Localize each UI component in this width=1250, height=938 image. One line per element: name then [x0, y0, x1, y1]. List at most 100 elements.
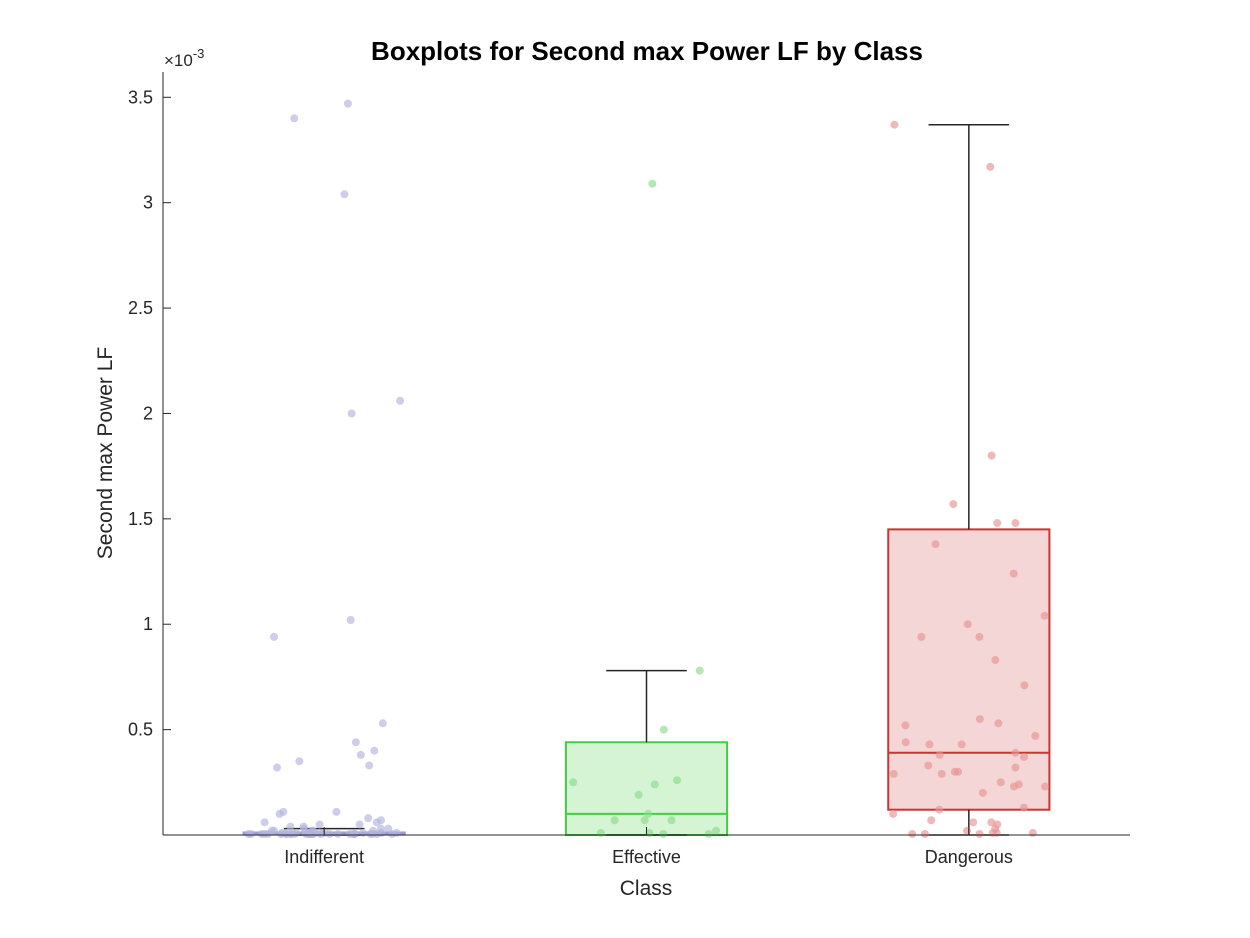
x-tick-label: Effective [612, 847, 681, 867]
data-point [667, 816, 676, 825]
data-point [340, 190, 349, 199]
data-point [1028, 828, 1037, 837]
data-point [343, 99, 352, 108]
data-point [346, 616, 355, 625]
data-point [396, 396, 405, 405]
data-point [1020, 753, 1029, 762]
data-point [975, 715, 984, 724]
y-tick-label: 3 [143, 193, 153, 213]
box-group [564, 179, 729, 838]
y-exponent-power: -3 [193, 46, 205, 61]
data-point [917, 632, 926, 641]
data-point [963, 826, 972, 835]
data-point [366, 830, 375, 838]
box-group [887, 120, 1051, 838]
data-point [640, 816, 649, 825]
data-point [969, 818, 978, 827]
data-point [358, 828, 367, 837]
data-point [373, 829, 382, 838]
data-point [1031, 731, 1040, 740]
data-point [365, 761, 374, 770]
data-point [1009, 782, 1018, 791]
x-ticks: Indifferent Effective Dangerous [284, 827, 1013, 867]
data-point [650, 780, 659, 789]
data-point [890, 120, 899, 129]
data-point [954, 767, 963, 776]
data-point [286, 830, 295, 838]
data-point [1011, 748, 1020, 757]
data-point [634, 790, 643, 799]
box-groups [242, 99, 1051, 838]
data-point [994, 719, 1003, 728]
y-exponent-label: ×10-3 [164, 46, 204, 70]
data-point [257, 829, 266, 838]
data-point [935, 750, 944, 759]
data-point [937, 769, 946, 778]
data-point [648, 179, 657, 188]
data-point [317, 830, 326, 838]
data-point [378, 719, 387, 728]
data-point [659, 725, 668, 734]
data-point [957, 740, 966, 749]
data-point [963, 620, 972, 629]
y-tick-label: 1.5 [128, 509, 153, 529]
data-point [355, 820, 364, 829]
data-point [263, 830, 272, 838]
data-point [996, 778, 1005, 787]
data-point [260, 818, 269, 827]
data-point [889, 769, 898, 778]
data-point [992, 828, 1001, 837]
y-tick-label: 0.5 [128, 720, 153, 740]
data-point [1040, 782, 1049, 791]
data-point [596, 828, 605, 837]
data-point [987, 451, 996, 460]
data-point [931, 540, 940, 549]
chart-title: Boxplots for Second max Power LF by Clas… [371, 36, 923, 66]
data-point [644, 809, 653, 818]
data-point [889, 809, 898, 818]
data-point [333, 829, 342, 838]
data-point [920, 830, 929, 838]
data-point [935, 805, 944, 814]
data-point [924, 761, 933, 770]
data-point [673, 776, 682, 785]
data-point [925, 740, 934, 749]
data-point [901, 721, 910, 730]
data-point [927, 816, 936, 825]
x-axis-label: Class [620, 877, 673, 900]
y-tick-label: 2 [143, 403, 153, 423]
data-point [1040, 611, 1049, 620]
data-point [993, 519, 1002, 528]
y-ticks: 0.5 1 1.5 2 2.5 3 3.5 [128, 87, 171, 740]
data-point [307, 830, 316, 838]
data-point [569, 778, 578, 787]
y-exponent-base: ×10 [164, 51, 193, 70]
data-point [275, 809, 284, 818]
data-point [270, 632, 279, 641]
box-group [242, 99, 406, 838]
data-point [345, 830, 354, 838]
y-tick-label: 2.5 [128, 298, 153, 318]
data-point [1020, 681, 1029, 690]
data-point [975, 632, 984, 641]
box-iqr [887, 528, 1051, 811]
data-point [991, 656, 1000, 665]
data-point [332, 807, 341, 816]
y-tick-label: 1 [143, 614, 153, 634]
data-point [356, 750, 365, 759]
data-point [315, 820, 324, 829]
data-point [986, 162, 995, 171]
data-point [1009, 569, 1018, 578]
data-point [610, 816, 619, 825]
data-point [372, 818, 381, 827]
data-point [901, 738, 910, 747]
data-point [244, 830, 253, 838]
data-point [975, 830, 984, 838]
data-point [712, 826, 721, 835]
data-point [388, 830, 397, 838]
x-tick-label: Dangerous [925, 847, 1013, 867]
data-point [347, 409, 356, 418]
data-point [295, 757, 304, 766]
data-point [286, 822, 295, 831]
